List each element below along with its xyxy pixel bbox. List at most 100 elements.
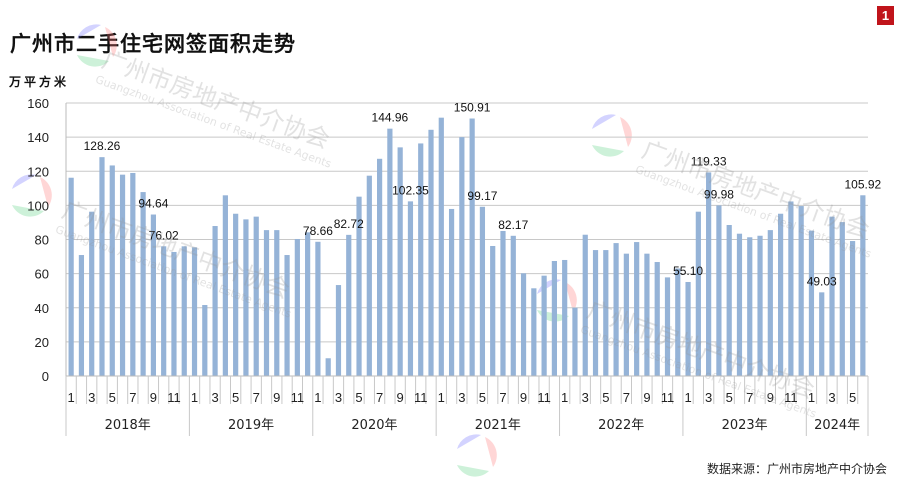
x-month-label: 3 (582, 390, 589, 405)
data-label: 55.10 (673, 264, 703, 278)
y-tick-label: 20 (35, 335, 49, 350)
bar (664, 277, 671, 376)
x-month-label: 1 (191, 390, 198, 405)
bar (860, 195, 866, 376)
x-month-label: 7 (623, 390, 630, 405)
bar (274, 230, 280, 376)
bar (418, 143, 424, 376)
logo-watermark-icon (592, 145, 624, 157)
x-month-label: 3 (335, 390, 342, 405)
bar (798, 206, 804, 376)
bar (397, 147, 403, 376)
data-label: 150.91 (454, 101, 491, 115)
x-month-label: 11 (414, 390, 428, 405)
x-month-label: 11 (537, 390, 551, 405)
bar (500, 230, 506, 376)
x-month-label: 3 (458, 390, 465, 405)
x-month-label: 1 (314, 390, 321, 405)
x-month-label: 1 (438, 390, 445, 405)
bar (849, 241, 856, 376)
bar (716, 205, 722, 376)
y-tick-label: 60 (35, 267, 49, 282)
bar (459, 137, 465, 376)
bar (335, 285, 342, 376)
y-tick-label: 100 (27, 198, 49, 213)
bar (747, 237, 753, 376)
bar (356, 196, 362, 376)
x-month-label: 9 (397, 390, 404, 405)
bar (490, 245, 496, 376)
bar (438, 117, 444, 376)
x-month-label: 5 (232, 390, 239, 405)
data-label: 78.66 (303, 224, 333, 238)
bar (592, 250, 599, 376)
bar (78, 255, 85, 376)
bar (829, 216, 835, 376)
logo-watermark-icon (77, 55, 109, 67)
bar (634, 242, 640, 376)
x-month-label: 9 (150, 390, 157, 405)
bar (202, 305, 208, 376)
bar (541, 275, 547, 376)
logo-watermark-icon (40, 177, 52, 207)
logo-watermark-icon (77, 24, 101, 39)
x-year-label: 2023年 (722, 418, 768, 433)
bar (171, 251, 177, 376)
x-month-label: 11 (167, 390, 181, 405)
bar (675, 268, 681, 376)
bar (726, 224, 732, 376)
x-year-label: 2018年 (105, 418, 151, 433)
bar (510, 235, 516, 376)
bar (191, 247, 198, 376)
bar (305, 232, 311, 376)
x-month-label: 5 (109, 390, 116, 405)
logo-watermark-icon (12, 205, 44, 217)
bar (572, 307, 578, 376)
x-month-label: 5 (479, 390, 486, 405)
bar (551, 260, 557, 376)
bar (212, 226, 218, 376)
bar (68, 177, 74, 376)
data-label: 82.72 (334, 217, 364, 231)
bar (788, 201, 794, 376)
bar (562, 259, 568, 376)
bar (181, 246, 187, 376)
logo-watermark-icon (565, 282, 577, 312)
bar (119, 174, 126, 376)
x-month-label: 5 (849, 390, 856, 405)
bar (346, 234, 352, 376)
x-year-label: 2019年 (228, 418, 274, 433)
page-number-badge: 1 (877, 6, 894, 25)
y-tick-label: 80 (35, 233, 49, 248)
data-label: 119.33 (691, 154, 727, 168)
bar (767, 230, 773, 376)
logo-watermark-icon (12, 174, 36, 189)
x-month-label: 11 (784, 390, 798, 405)
x-month-label: 5 (602, 390, 609, 405)
bar (479, 206, 486, 376)
x-year-label: 2022年 (598, 418, 644, 433)
data-label: 99.98 (704, 187, 734, 201)
chart-title: 广州市二手住宅网签面积走势 (10, 32, 296, 56)
bar (757, 235, 763, 376)
logo-watermark-icon (537, 279, 561, 294)
bar (469, 118, 475, 376)
bar (685, 281, 691, 376)
bar (315, 241, 321, 376)
x-month-label: 1 (68, 390, 75, 405)
y-tick-label: 160 (27, 96, 49, 111)
bar (603, 250, 609, 376)
x-month-label: 3 (211, 390, 218, 405)
y-tick-label: 40 (35, 301, 49, 316)
x-month-label: 5 (355, 390, 362, 405)
bar (109, 165, 115, 376)
x-month-label: 5 (726, 390, 733, 405)
logo-watermark-icon (485, 437, 497, 467)
data-label: 105.92 (845, 177, 882, 191)
x-month-label: 7 (499, 390, 506, 405)
x-month-label: 1 (561, 390, 568, 405)
bar (531, 288, 537, 376)
bar (161, 246, 167, 376)
bar (778, 213, 784, 376)
bar (520, 273, 527, 376)
